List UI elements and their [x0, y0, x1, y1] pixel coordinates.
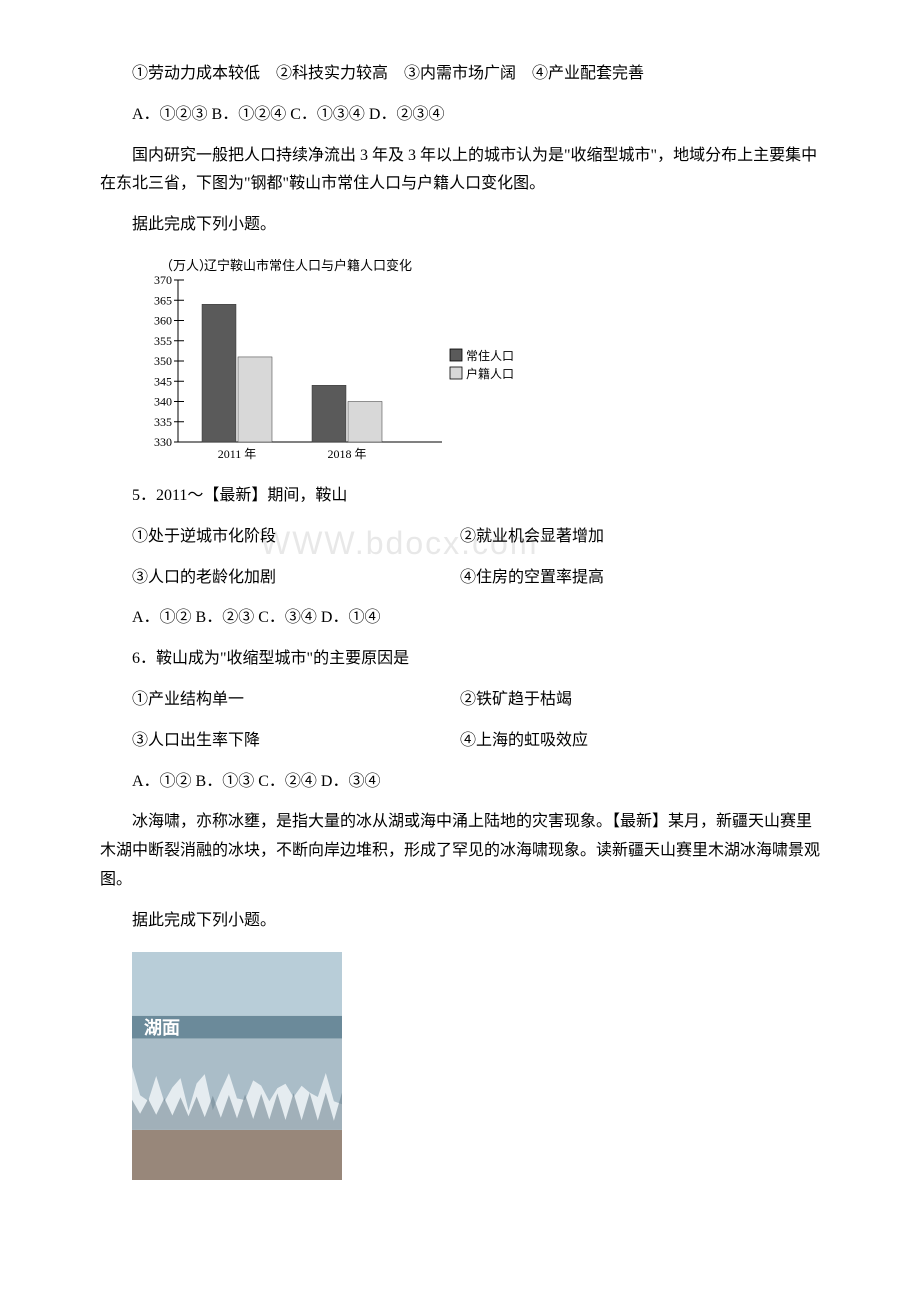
q6-choices: A．①② B．①③ C．②④ D．③④: [100, 768, 820, 797]
svg-text:2011 年: 2011 年: [218, 447, 257, 461]
passage1-p2: 据此完成下列小题。: [100, 211, 820, 240]
svg-text:340: 340: [154, 394, 172, 408]
svg-text:湖面: 湖面: [144, 1018, 180, 1038]
passage2-p2: 据此完成下列小题。: [100, 907, 820, 936]
svg-text:335: 335: [154, 415, 172, 429]
q5-s1: ①处于逆城市化阶段: [100, 523, 460, 552]
svg-text:户籍人口: 户籍人口: [466, 366, 514, 381]
svg-text:2018 年: 2018 年: [327, 447, 366, 461]
q5-choices: A．①② B．②③ C．③④ D．①④: [100, 604, 820, 633]
q6-s4: ④上海的虹吸效应: [460, 727, 820, 756]
ice-photo: 湖面: [132, 952, 820, 1180]
svg-text:辽宁鞍山市常住人口与户籍人口变化: 辽宁鞍山市常住人口与户籍人口变化: [204, 258, 412, 273]
q6-s2: ②铁矿趋于枯竭: [460, 686, 820, 715]
svg-text:350: 350: [154, 354, 172, 368]
q6-s1: ①产业结构单一: [100, 686, 460, 715]
svg-text:常住人口: 常住人口: [466, 349, 514, 363]
q4-statements: ①劳动力成本较低 ②科技实力较高 ③内需市场广阔 ④产业配套完善: [100, 60, 820, 89]
svg-text:365: 365: [154, 293, 172, 307]
q4-choices: A．①②③ B．①②④ C．①③④ D．②③④: [100, 101, 820, 130]
svg-text:355: 355: [154, 334, 172, 348]
svg-text:370: 370: [154, 273, 172, 287]
svg-text:345: 345: [154, 374, 172, 388]
q5-s2: ②就业机会显著增加: [460, 523, 820, 552]
population-chart: （万人）辽宁鞍山市常住人口与户籍人口变化33033534034535035536…: [132, 256, 820, 466]
q6-stem: 6．鞍山成为"收缩型城市"的主要原因是: [100, 645, 820, 674]
passage2-p1: 冰海啸，亦称冰壅，是指大量的冰从湖或海中涌上陆地的灾害现象。【最新】某月，新疆天…: [100, 808, 820, 894]
population-chart-svg: （万人）辽宁鞍山市常住人口与户籍人口变化33033534034535035536…: [132, 256, 552, 466]
ice-photo-svg: 湖面: [132, 952, 342, 1180]
passage1-p1: 国内研究一般把人口持续净流出 3 年及 3 年以上的城市认为是"收缩型城市"，地…: [100, 142, 820, 200]
svg-text:360: 360: [154, 313, 172, 327]
q5-stem: 5．2011～【最新】期间，鞍山: [100, 482, 820, 511]
q6-s3: ③人口出生率下降: [100, 727, 460, 756]
svg-text:330: 330: [154, 435, 172, 449]
